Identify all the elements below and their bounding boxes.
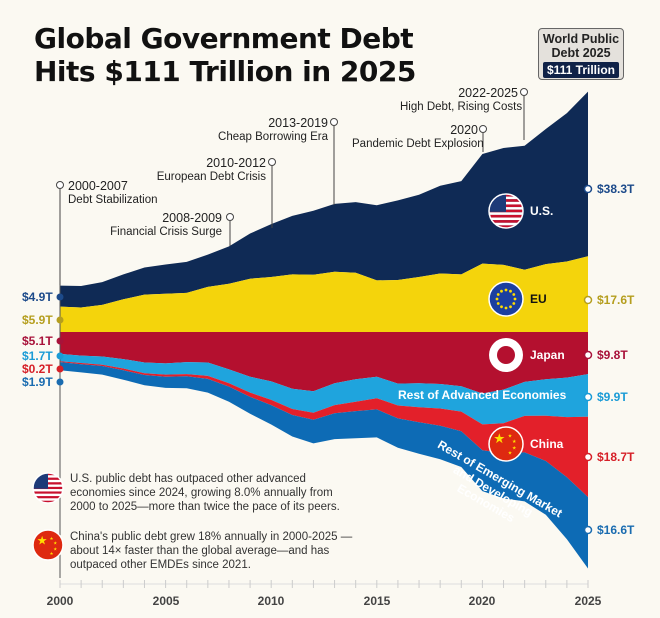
svg-text:★: ★	[512, 439, 517, 445]
end-label-japan: $9.8T	[597, 348, 628, 362]
start-label-japan: $5.1T	[22, 334, 53, 348]
start-label-us: $4.9T	[22, 290, 53, 304]
badge-line-1: World Public	[542, 32, 620, 46]
badge-line-2: Debt 2025	[551, 46, 611, 60]
area-rest-of-emerging-market-and-developing-economies	[60, 362, 588, 569]
annotation-marker	[330, 118, 338, 126]
end-marker	[583, 392, 593, 402]
x-tick-label: 2010	[257, 594, 285, 608]
end-label-china: $18.7T	[597, 450, 635, 464]
area-rest-of-advanced-economies	[60, 353, 588, 425]
note-china: China's public debt grew 18% annually in…	[70, 531, 353, 571]
start-label-china: $0.2T	[22, 362, 53, 376]
start-label-eu: $5.9T	[22, 313, 53, 327]
start-label-remde: $1.9T	[22, 375, 53, 389]
start-label-roae: $1.7T	[22, 349, 53, 363]
area-china	[60, 361, 588, 498]
series-label-japan: Japan	[530, 348, 565, 362]
annotation-2013-2019: 2013-2019 Cheap Borrowing Era	[218, 116, 328, 143]
end-label-eu: $17.6T	[597, 293, 635, 307]
series-label-roae: Rest of Advanced Economies	[398, 388, 567, 402]
svg-text:★: ★	[508, 434, 513, 440]
page-title: Global Government Debt Hits $111 Trillio…	[34, 22, 416, 88]
start-marker	[56, 293, 64, 301]
area-u-s-	[60, 91, 588, 308]
area-japan	[60, 332, 588, 394]
annotation-2020: 2020 Pandemic Debt Explosion	[352, 123, 484, 150]
start-marker	[56, 352, 64, 360]
annotation-2000-2007: 2000-2007 Debt Stabilization	[68, 179, 158, 206]
x-tick-label: 2005	[152, 594, 180, 608]
japan-flag-icon	[489, 338, 523, 372]
svg-text:★: ★	[512, 446, 517, 452]
us-flag-icon	[488, 193, 524, 229]
annotation-marker	[56, 181, 64, 189]
svg-text:★: ★	[53, 540, 58, 545]
series-label-us: U.S.	[530, 204, 554, 218]
end-label-roae: $9.9T	[597, 390, 628, 404]
us-flag-icon	[32, 472, 64, 504]
x-tick-label: 2025	[574, 594, 602, 608]
end-marker	[583, 350, 593, 360]
end-marker	[583, 525, 593, 535]
end-marker	[583, 295, 593, 305]
area-eu	[60, 256, 588, 332]
end-label-us: $38.3T	[597, 182, 635, 196]
note-us: U.S. public debt has outpaced other adva…	[70, 473, 340, 513]
x-tick-label: 2015	[363, 594, 391, 608]
eu-flag-icon	[488, 281, 524, 317]
end-marker	[583, 452, 593, 462]
annotation-marker	[520, 88, 528, 96]
svg-text:★: ★	[37, 533, 48, 547]
end-label-remde: $16.6T	[597, 523, 635, 537]
start-marker	[56, 378, 64, 386]
annotation-marker	[226, 213, 234, 221]
annotation-marker	[479, 125, 487, 133]
annotation-2010-2012: 2010-2012 European Debt Crisis	[156, 156, 266, 183]
start-marker	[56, 316, 64, 324]
series-label-china: China	[530, 437, 564, 451]
svg-text:★: ★	[53, 546, 58, 551]
annotation-2022-2025: 2022-2025 High Debt, Rising Costs	[400, 86, 523, 113]
svg-text:★: ★	[50, 536, 55, 541]
annotation-2008-2009: 2008-2009 Financial Crisis Surge	[110, 211, 222, 238]
svg-text:★: ★	[493, 431, 505, 446]
x-tick-label: 2020	[468, 594, 496, 608]
start-marker	[56, 337, 64, 345]
china-flag-icon: ★ ★★★★	[32, 529, 64, 561]
title-line-2: Hits $111 Trillion in 2025	[34, 55, 416, 88]
badge-amount: $111 Trillion	[542, 62, 620, 78]
title-line-1: Global Government Debt	[34, 22, 414, 55]
china-flag-icon: ★ ★★★★	[488, 426, 524, 462]
x-tick-label: 2000	[46, 594, 74, 608]
start-marker	[56, 365, 64, 373]
series-label-eu: EU	[530, 292, 547, 306]
svg-text:★: ★	[508, 451, 513, 457]
world-debt-badge: World Public Debt 2025 $111 Trillion	[538, 28, 624, 80]
annotation-marker	[268, 158, 276, 166]
svg-text:★: ★	[50, 551, 55, 556]
end-marker	[583, 184, 593, 194]
